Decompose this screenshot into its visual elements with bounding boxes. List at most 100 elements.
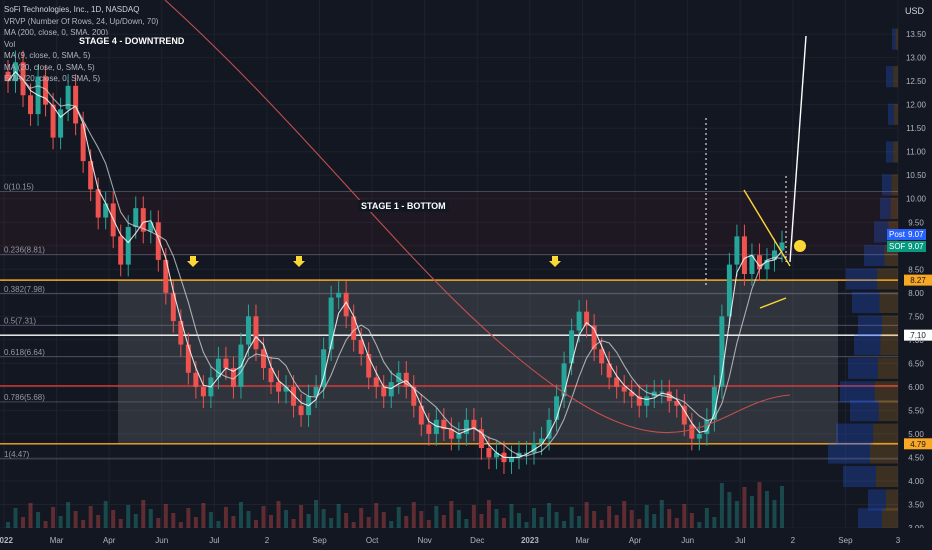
- level-price-box: [904, 274, 932, 286]
- candle-body: [659, 391, 665, 393]
- volume-bar: [419, 511, 424, 528]
- x-tick-label: Dec: [470, 536, 484, 545]
- candle-body: [681, 405, 687, 425]
- level-price-box: [904, 438, 932, 450]
- y-tick-label: 11.00: [906, 148, 926, 157]
- vp-bar-up: [858, 315, 882, 337]
- volume-bar: [592, 511, 597, 528]
- volume-bar: [141, 500, 146, 528]
- x-tick-label: Sep: [838, 536, 853, 545]
- volume-bar: [494, 509, 499, 528]
- volume-bar: [238, 502, 243, 528]
- candle-body: [651, 391, 657, 397]
- stage4-label: STAGE 4 - DOWNTREND: [76, 35, 188, 47]
- volume-bar: [682, 504, 687, 528]
- indicator-ema20[interactable]: EMA (20, close, 0, SMA, 5): [4, 74, 101, 83]
- x-tick-label: 2023: [521, 536, 539, 545]
- candle-body: [140, 208, 146, 232]
- candle-body: [711, 386, 717, 420]
- volume-bar: [644, 505, 649, 528]
- volume-bar: [456, 510, 461, 528]
- candle-body: [704, 419, 710, 434]
- vp-bar-down: [873, 423, 898, 445]
- candle-body: [606, 363, 612, 378]
- volume-bar: [764, 491, 769, 528]
- vp-bar-down: [882, 315, 898, 337]
- candle-body: [471, 419, 477, 430]
- volume-bar: [171, 513, 176, 528]
- volume-bar: [532, 508, 537, 528]
- volume-bar: [734, 501, 739, 528]
- vp-bar-up: [836, 423, 874, 445]
- vp-bar-down: [882, 508, 898, 530]
- y-tick-label: 7.00: [908, 336, 924, 345]
- fib-label: 0.5(7.31): [4, 316, 36, 325]
- y-tick-label: 11.50: [906, 124, 926, 133]
- volume-bar: [599, 520, 604, 528]
- volume-bar: [269, 515, 274, 528]
- candle-body: [351, 316, 357, 340]
- fib-label: 0(10.15): [4, 183, 34, 192]
- candle-body: [411, 386, 417, 406]
- indicator-ma20[interactable]: MA (20, close, 0, SMA, 5): [4, 62, 95, 72]
- pennant-lower: [759, 297, 787, 309]
- ma20-line: [7, 70, 783, 457]
- candle-body: [268, 368, 274, 383]
- y-tick-label: 13.00: [906, 54, 927, 63]
- volume-bar: [231, 516, 236, 528]
- candle-body: [253, 316, 259, 350]
- indicator-ma200[interactable]: MA (200, close, 0, SMA, 200): [4, 28, 109, 37]
- level-price-label: 8.27: [910, 276, 926, 285]
- candle-body: [749, 255, 755, 274]
- vp-bar-down: [886, 489, 898, 511]
- x-tick-label: Sep: [312, 536, 327, 545]
- x-tick-label: Oct: [366, 536, 379, 545]
- indicator-vol[interactable]: Vol: [4, 39, 16, 49]
- volume-bar: [336, 504, 341, 528]
- candle-body: [95, 189, 101, 218]
- candle-body: [80, 123, 86, 162]
- volume-bar: [667, 509, 672, 528]
- volume-bar: [178, 522, 183, 528]
- y-tick-label: 9.50: [908, 218, 924, 227]
- indicator-ma9[interactable]: MA (9, close, 0, SMA, 5): [4, 51, 91, 60]
- chart-legend: SoFi Technologies, Inc., 1D, NASDAQ VRVP…: [4, 4, 158, 85]
- candle-body: [493, 452, 499, 458]
- volume-bar: [464, 519, 469, 528]
- volume-bar: [133, 514, 138, 528]
- volume-bar: [719, 483, 724, 528]
- vp-bar-up: [828, 442, 870, 464]
- volume-bar: [73, 511, 78, 528]
- volume-bar: [111, 510, 116, 528]
- x-tick-label: Jul: [209, 536, 219, 545]
- candle-body: [103, 203, 109, 218]
- y-tick-label: 3.50: [908, 500, 924, 509]
- candle-body: [88, 161, 94, 190]
- ma9-line: [7, 70, 783, 458]
- pennant-upper: [743, 189, 791, 267]
- candle-body: [696, 433, 702, 439]
- candle-body: [674, 401, 680, 406]
- candle-body: [426, 424, 432, 434]
- x-tick-label: Mar: [576, 536, 590, 545]
- volume-bar: [36, 512, 41, 528]
- volume-bar: [28, 503, 33, 528]
- chart-title: SoFi Technologies, Inc., 1D, NASDAQ: [4, 5, 140, 14]
- volume-bar: [366, 517, 371, 528]
- y-tick-label: 4.00: [908, 477, 924, 486]
- volume-bar: [757, 482, 762, 528]
- candle-body: [313, 386, 319, 397]
- volume-bar: [148, 509, 153, 528]
- volume-bar: [314, 500, 319, 528]
- candle-body: [531, 443, 537, 453]
- volume-bar: [471, 505, 476, 528]
- candle-body: [125, 226, 131, 265]
- candle-body: [328, 297, 334, 350]
- volume-bar: [201, 503, 206, 528]
- indicator-vrvp[interactable]: VRVP (Number Of Rows, 24, Up/Down, 70): [4, 16, 159, 26]
- volume-bar: [223, 507, 228, 528]
- x-tick-label: 2: [265, 536, 270, 545]
- candle-body: [771, 250, 777, 260]
- volume-bar: [13, 508, 18, 528]
